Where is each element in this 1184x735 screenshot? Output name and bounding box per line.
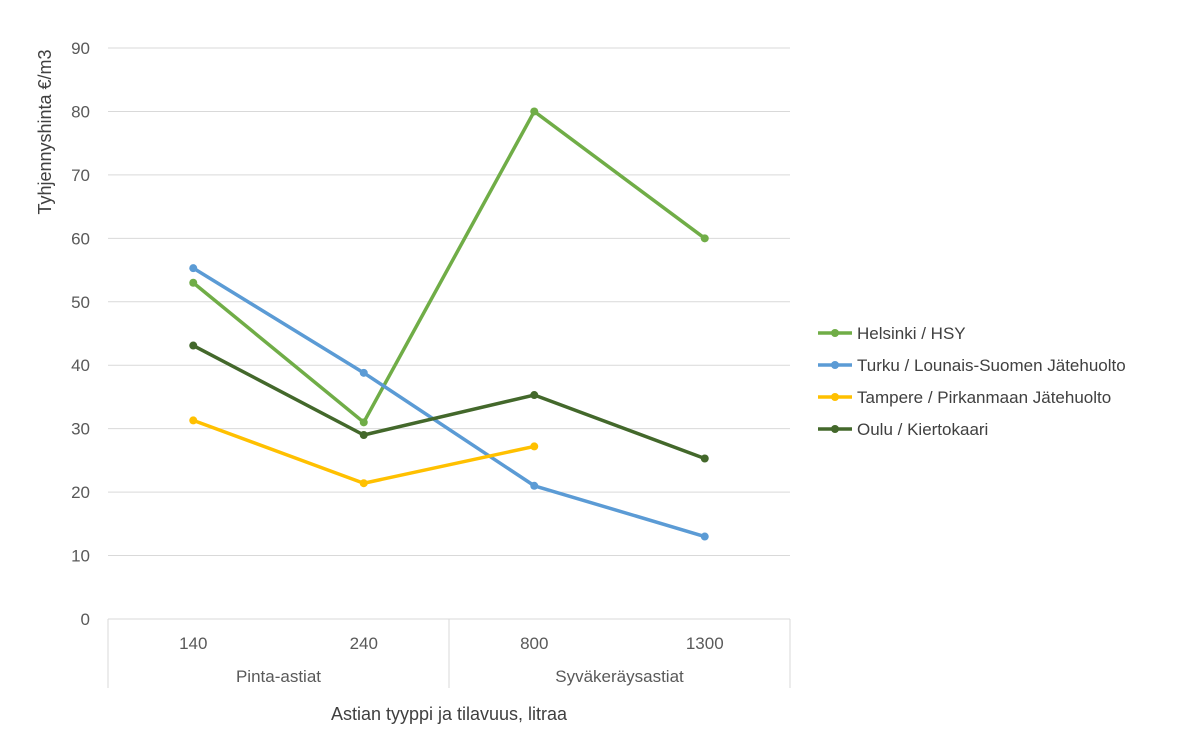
legend-marker: [831, 393, 839, 401]
y-tick-label: 20: [71, 483, 90, 502]
data-point: [530, 391, 539, 400]
data-point: [530, 107, 539, 116]
data-point: [189, 341, 198, 350]
data-point: [700, 454, 709, 463]
x-tick-label: 1300: [686, 634, 724, 653]
x-tick-label: 800: [520, 634, 548, 653]
data-point: [189, 264, 198, 273]
data-point: [189, 278, 198, 287]
data-point: [359, 368, 368, 377]
legend: Helsinki / HSY Turku / Lounais-Suomen Jät…: [818, 324, 1126, 439]
data-point: [530, 442, 539, 451]
x-tick-label: 240: [350, 634, 378, 653]
y-tick-label: 40: [71, 356, 90, 375]
legend-marker: [831, 425, 839, 433]
series-1: [189, 107, 709, 427]
series-line: [191, 343, 707, 461]
data-point: [700, 532, 709, 541]
legend-label: Oulu / Kiertokaari: [857, 420, 988, 439]
y-tick-label: 80: [71, 102, 90, 121]
y-tick-label: 30: [71, 420, 90, 439]
x-tick-label: 140: [179, 634, 207, 653]
data-point: [359, 479, 368, 488]
data-point: [359, 418, 368, 427]
data-point: [189, 416, 198, 425]
y-tick-label: 0: [81, 610, 90, 629]
y-tick-label: 10: [71, 547, 90, 566]
data-point: [530, 481, 539, 490]
y-axis-tick-labels: 0 10 20 30 40 50 60 70 80 90: [71, 39, 90, 629]
y-axis-title: Tyhjennyshinta €/m3: [35, 49, 55, 214]
x-axis-title: Astian tyyppi ja tilavuus, litraa: [331, 704, 568, 724]
legend-marker: [831, 361, 839, 369]
legend-marker: [831, 329, 839, 337]
data-point: [700, 234, 709, 243]
y-tick-label: 50: [71, 293, 90, 312]
legend-item: Helsinki / HSY: [818, 324, 966, 343]
series-2: [189, 264, 709, 541]
series-4: [189, 341, 709, 463]
series-3: [189, 416, 539, 488]
legend-item: Turku / Lounais-Suomen Jätehuolto: [818, 356, 1126, 375]
legend-label: Tampere / Pirkanmaan Jätehuolto: [857, 388, 1111, 407]
x-group-label: Pinta-astiat: [236, 667, 321, 686]
gridlines: [108, 47, 790, 557]
data-point: [359, 431, 368, 440]
y-tick-label: 60: [71, 229, 90, 248]
y-tick-label: 70: [71, 166, 90, 185]
legend-item: Tampere / Pirkanmaan Jätehuolto: [818, 388, 1111, 407]
x-group-label: Syväkeräysastiat: [555, 667, 684, 686]
series-line: [191, 109, 707, 425]
series-line: [191, 266, 707, 539]
x-axis-tick-labels: 140 240 800 1300 Pinta-astiat Syväkeräysastia…: [179, 634, 724, 686]
x-axis: [107, 618, 791, 688]
legend-item: Oulu / Kiertokaari: [818, 420, 988, 439]
plot-area: [189, 107, 709, 541]
legend-label: Helsinki / HSY: [857, 324, 966, 343]
y-tick-label: 90: [71, 39, 90, 58]
legend-label: Turku / Lounais-Suomen Jätehuolto: [857, 356, 1126, 375]
